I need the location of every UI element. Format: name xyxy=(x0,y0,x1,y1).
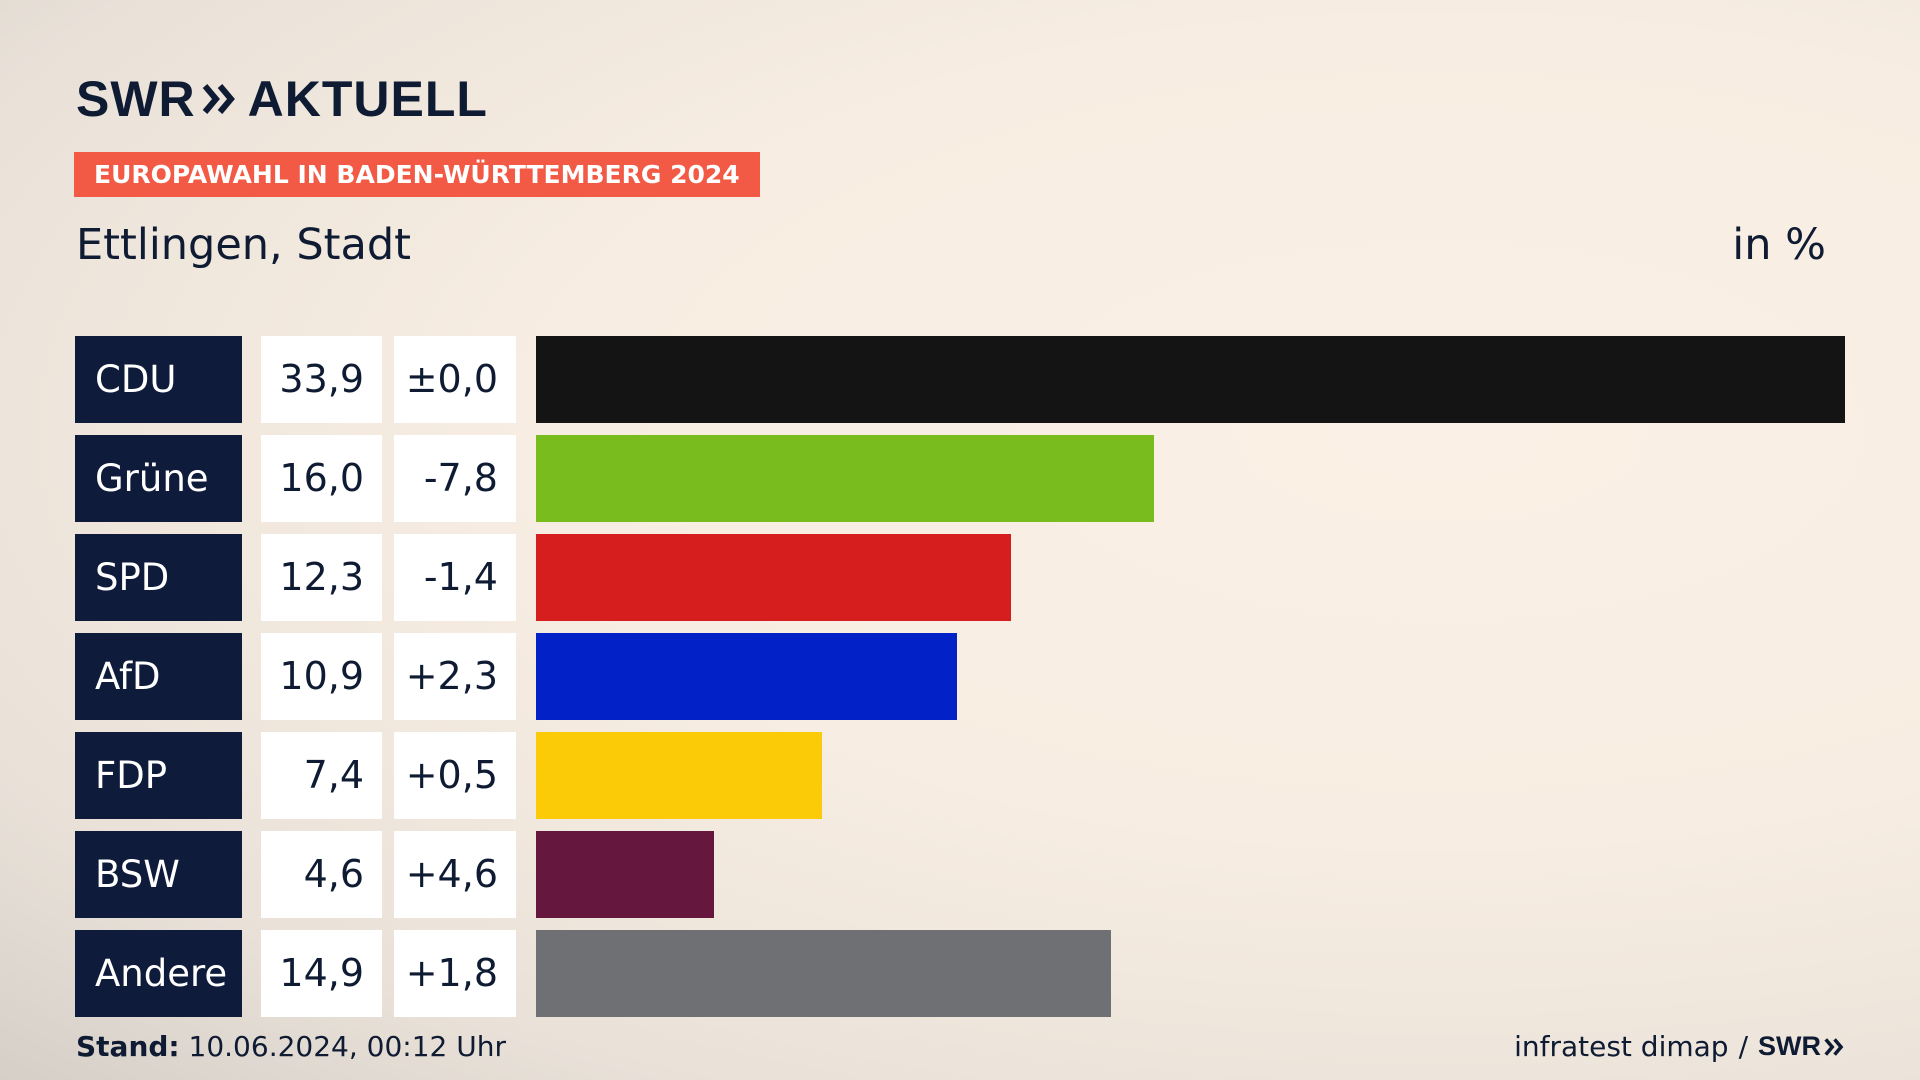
change-label: ±0,0 xyxy=(394,336,516,423)
vote-share-bar xyxy=(536,435,1154,522)
result-row: SPD 12,3 -1,4 xyxy=(75,534,1845,621)
vote-share-label: 16,0 xyxy=(261,435,382,522)
vote-share-label: 10,9 xyxy=(261,633,382,720)
vote-share-bar xyxy=(536,633,957,720)
change-label: +1,8 xyxy=(394,930,516,1017)
source-credit: infratest dimap / SWR xyxy=(1514,1030,1844,1063)
change-label: -1,4 xyxy=(394,534,516,621)
double-chevron-icon xyxy=(202,70,236,128)
vote-share-label: 12,3 xyxy=(261,534,382,621)
result-row: FDP 7,4 +0,5 xyxy=(75,732,1845,819)
result-row: AfD 10,9 +2,3 xyxy=(75,633,1845,720)
source-separator: / xyxy=(1738,1030,1748,1063)
source-text: infratest dimap xyxy=(1514,1030,1729,1063)
result-row: CDU 33,9 ±0,0 xyxy=(75,336,1845,423)
vote-share-bar xyxy=(536,930,1112,1017)
result-row: Andere 14,9 +1,8 xyxy=(75,930,1845,1017)
vote-share-bar xyxy=(536,336,1845,423)
change-label: +4,6 xyxy=(394,831,516,918)
stand-value: 10.06.2024, 00:12 Uhr xyxy=(188,1030,506,1063)
party-label: AfD xyxy=(75,633,242,720)
vote-share-bar xyxy=(536,534,1011,621)
swr-aktuell-logo: SWR AKTUELL xyxy=(76,70,488,128)
result-row: Grüne 16,0 -7,8 xyxy=(75,435,1845,522)
change-label: +2,3 xyxy=(394,633,516,720)
party-label: Grüne xyxy=(75,435,242,522)
change-label: -7,8 xyxy=(394,435,516,522)
election-badge: EUROPAWAHL IN BADEN-WÜRTTEMBERG 2024 xyxy=(74,152,760,197)
party-label: Andere xyxy=(75,930,242,1017)
party-label: CDU xyxy=(75,336,242,423)
change-label: +0,5 xyxy=(394,732,516,819)
party-label: BSW xyxy=(75,831,242,918)
vote-share-label: 14,9 xyxy=(261,930,382,1017)
swr-mini-logo: SWR xyxy=(1758,1031,1844,1062)
swr-logo-text: SWR xyxy=(76,71,196,127)
swr-mini-logo-text: SWR xyxy=(1758,1031,1821,1061)
vote-share-bar xyxy=(536,831,714,918)
timestamp: Stand: 10.06.2024, 00:12 Uhr xyxy=(76,1030,506,1063)
double-chevron-icon xyxy=(1824,1037,1844,1056)
stand-label: Stand: xyxy=(76,1030,180,1063)
party-label: FDP xyxy=(75,732,242,819)
result-row: BSW 4,6 +4,6 xyxy=(75,831,1845,918)
aktuell-logo-text: AKTUELL xyxy=(247,71,488,127)
vote-share-label: 33,9 xyxy=(261,336,382,423)
vote-share-label: 7,4 xyxy=(261,732,382,819)
vote-share-bar xyxy=(536,732,822,819)
place-title: Ettlingen, Stadt xyxy=(76,220,412,270)
unit-label: in % xyxy=(1732,220,1826,270)
results-chart: CDU 33,9 ±0,0 Grüne 16,0 -7,8 SPD 12,3 -1,4 AfD 10… xyxy=(75,336,1845,1017)
vote-share-label: 4,6 xyxy=(261,831,382,918)
party-label: SPD xyxy=(75,534,242,621)
